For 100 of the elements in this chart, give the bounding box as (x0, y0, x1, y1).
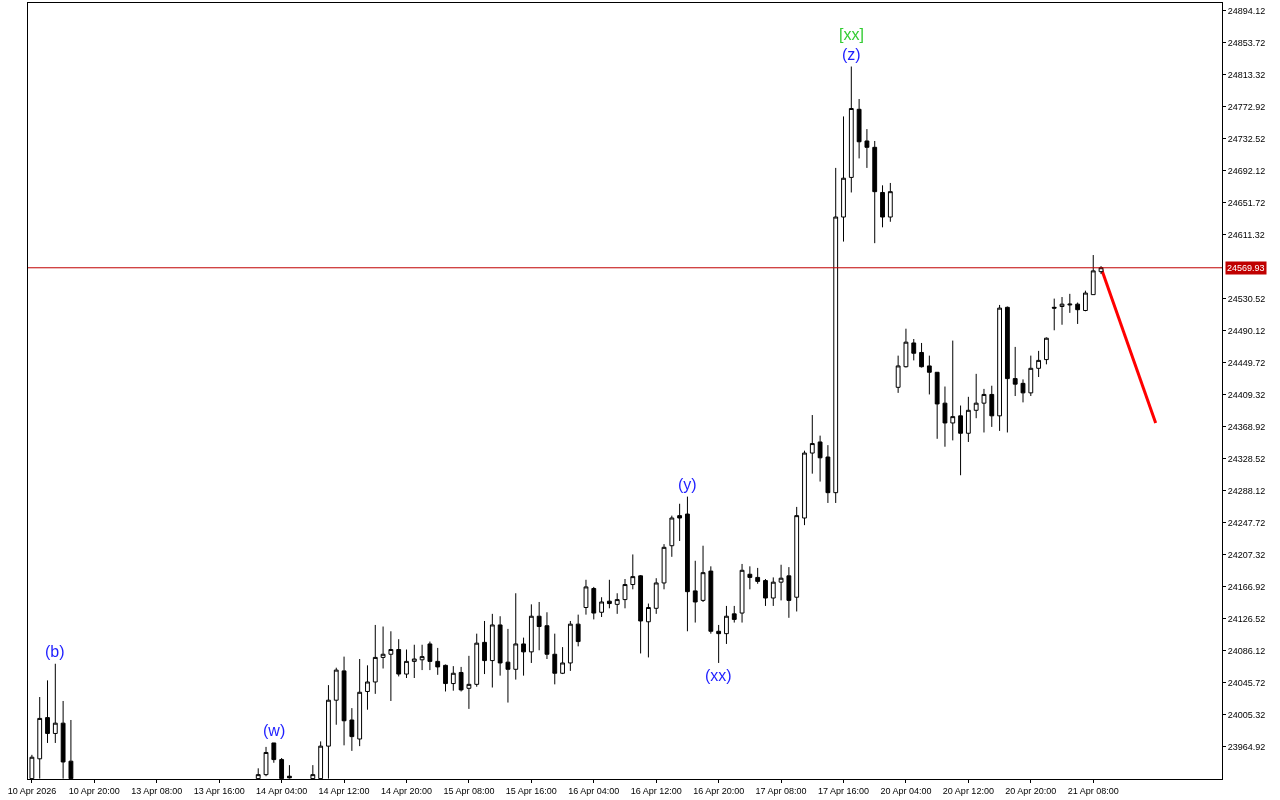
candlestick (567, 620, 573, 672)
x-tick-label: 17 Apr 16:00 (817, 785, 870, 796)
candlestick (958, 405, 963, 476)
x-tick-label: 13 Apr 16:00 (193, 785, 245, 796)
annotation: (y) (678, 476, 697, 493)
candlestick (778, 564, 784, 601)
candlestick (848, 66, 854, 193)
candlestick (560, 646, 565, 675)
candlestick (536, 601, 542, 651)
candlestick (357, 658, 363, 747)
candlestick (739, 563, 745, 624)
candlestick (763, 578, 768, 607)
candlestick (661, 543, 667, 590)
candlestick (755, 567, 761, 585)
candlestick (341, 656, 347, 746)
x-tick-label: 10 Apr 20:00 (68, 785, 120, 796)
candlestick (1020, 378, 1026, 403)
y-tick-label: 24449.72 (1227, 358, 1266, 369)
candlestick (365, 664, 370, 711)
candlestick (591, 586, 597, 620)
y-tick-label: 24490.12 (1227, 326, 1266, 337)
y-tick-label: 24853.72 (1227, 38, 1266, 49)
candlestick (606, 579, 612, 609)
x-tick-label: 10 Apr 2026 (7, 785, 57, 796)
candlestick (411, 644, 417, 679)
y-tick-label: 23964.92 (1227, 742, 1266, 753)
candlestick (864, 128, 870, 169)
x-tick-label: 17 Apr 08:00 (755, 785, 807, 796)
candlestick (716, 624, 722, 664)
candlestick (435, 647, 441, 676)
candlestick (724, 605, 729, 645)
x-tick-label: 21 Apr 08:00 (1067, 785, 1119, 796)
y-tick-label: 24126.52 (1227, 614, 1266, 625)
candlestick (630, 553, 636, 590)
candlestick (1083, 290, 1088, 312)
candlestick (677, 503, 683, 542)
y-tick-label: 24772.92 (1227, 102, 1266, 113)
candlestick (263, 746, 269, 777)
candlestick (981, 388, 987, 433)
candlestick (489, 613, 495, 689)
candlestick (505, 628, 511, 704)
candlestick (1036, 350, 1042, 378)
candlestick (52, 663, 58, 744)
candlestick (45, 679, 50, 744)
candlestick (989, 385, 995, 428)
candlestick (396, 638, 402, 677)
x-tick-label: 15 Apr 16:00 (505, 785, 557, 796)
candlestick (544, 611, 550, 660)
y-tick-label: 24247.72 (1227, 518, 1266, 529)
candlestick (880, 184, 885, 228)
candlestick (887, 182, 893, 223)
candlestick (997, 304, 1002, 432)
y-tick-label: 24894.12 (1227, 6, 1266, 17)
candlestick (942, 386, 948, 448)
candlestick (926, 355, 932, 395)
candlestick (482, 620, 487, 675)
candlestick (911, 338, 917, 361)
candlestick (802, 450, 807, 526)
x-tick-label: 16 Apr 04:00 (568, 785, 620, 796)
candlestick (1012, 346, 1018, 397)
candlestick (934, 371, 940, 440)
candlestick (427, 641, 433, 671)
candlestick (380, 626, 386, 669)
candlestick (794, 506, 800, 612)
candlestick (1098, 265, 1104, 275)
candlestick (731, 605, 737, 624)
candlestick (809, 414, 815, 475)
candlestick (973, 373, 979, 419)
annotation: [xx] (839, 26, 864, 43)
candlestick (1044, 336, 1049, 365)
y-tick-label: 24328.52 (1227, 454, 1266, 465)
y-tick-label: 24288.12 (1227, 486, 1266, 497)
candlestick (599, 596, 604, 618)
x-tick-label: 20 Apr 20:00 (1005, 785, 1057, 796)
candlestick (450, 665, 456, 692)
x-tick-label: 14 Apr 20:00 (380, 785, 433, 796)
y-tick-label: 24409.32 (1227, 390, 1266, 401)
x-tick-label: 15 Apr 08:00 (443, 785, 495, 796)
candlestick (419, 644, 425, 671)
candlestick (349, 707, 355, 752)
candlestick (747, 565, 753, 590)
candlestick (333, 667, 339, 726)
candlestick (638, 574, 644, 654)
candlestick (1059, 296, 1065, 326)
y-tick-label: 24692.12 (1227, 166, 1266, 177)
candlestick (646, 603, 651, 658)
candlestick (443, 664, 448, 692)
x-tick-label: 14 Apr 04:00 (256, 785, 308, 796)
candlestick (583, 579, 589, 616)
y-tick-label: 24086.12 (1227, 646, 1266, 657)
candlestick (372, 624, 378, 695)
y-tick-label: 24045.72 (1227, 678, 1266, 689)
candlestick (474, 633, 480, 688)
y-tick-label: 24651.72 (1227, 198, 1266, 209)
candlestick (528, 603, 534, 664)
candlestick (919, 342, 924, 369)
candlestick (669, 515, 675, 558)
candlestick (841, 115, 846, 243)
y-tick-label: 24813.32 (1227, 70, 1266, 81)
candlestick (271, 742, 277, 764)
